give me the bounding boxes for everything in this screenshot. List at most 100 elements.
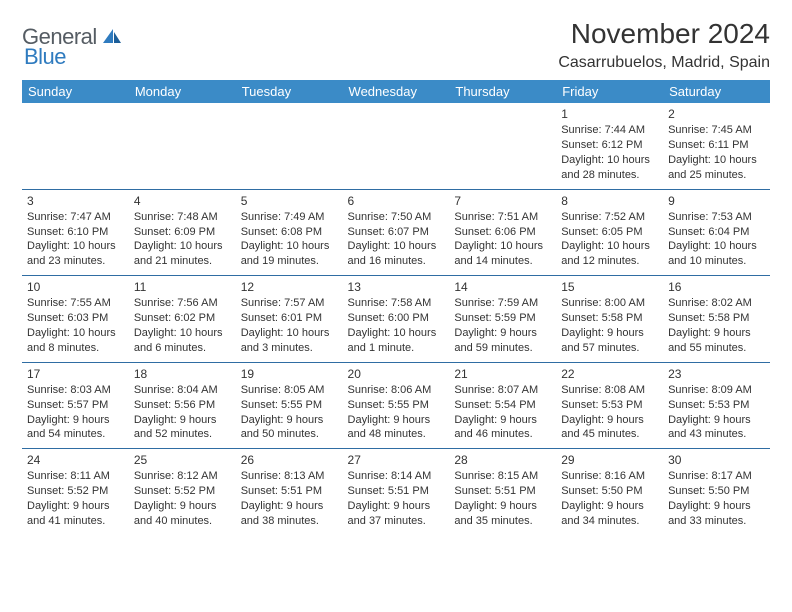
weekday-header: Monday xyxy=(129,80,236,103)
day-number: 21 xyxy=(454,366,551,382)
day-number: 19 xyxy=(241,366,338,382)
sunrise-line: Sunrise: 8:04 AM xyxy=(134,383,231,398)
calendar-empty-cell xyxy=(236,103,343,189)
sunset-line: Sunset: 5:51 PM xyxy=(454,484,551,499)
calendar-day-cell: 4Sunrise: 7:48 AMSunset: 6:09 PMDaylight… xyxy=(129,189,236,276)
day-number: 26 xyxy=(241,452,338,468)
sunset-line: Sunset: 5:51 PM xyxy=(241,484,338,499)
day-number: 1 xyxy=(561,106,658,122)
daylight-line: Daylight: 9 hours and 41 minutes. xyxy=(27,499,124,529)
sunrise-line: Sunrise: 8:11 AM xyxy=(27,469,124,484)
day-number: 12 xyxy=(241,279,338,295)
calendar-day-cell: 13Sunrise: 7:58 AMSunset: 6:00 PMDayligh… xyxy=(343,276,450,363)
calendar-day-cell: 28Sunrise: 8:15 AMSunset: 5:51 PMDayligh… xyxy=(449,449,556,535)
calendar-day-cell: 30Sunrise: 8:17 AMSunset: 5:50 PMDayligh… xyxy=(663,449,770,535)
day-number: 6 xyxy=(348,193,445,209)
calendar-day-cell: 17Sunrise: 8:03 AMSunset: 5:57 PMDayligh… xyxy=(22,362,129,449)
daylight-line: Daylight: 10 hours and 23 minutes. xyxy=(27,239,124,269)
weekday-header: Tuesday xyxy=(236,80,343,103)
calendar-day-cell: 19Sunrise: 8:05 AMSunset: 5:55 PMDayligh… xyxy=(236,362,343,449)
day-number: 24 xyxy=(27,452,124,468)
day-number: 9 xyxy=(668,193,765,209)
daylight-line: Daylight: 10 hours and 3 minutes. xyxy=(241,326,338,356)
day-number: 20 xyxy=(348,366,445,382)
daylight-line: Daylight: 10 hours and 21 minutes. xyxy=(134,239,231,269)
calendar-empty-cell xyxy=(449,103,556,189)
calendar-page: General November 2024 Casarrubuelos, Mad… xyxy=(0,0,792,549)
sunset-line: Sunset: 5:56 PM xyxy=(134,398,231,413)
calendar-day-cell: 1Sunrise: 7:44 AMSunset: 6:12 PMDaylight… xyxy=(556,103,663,189)
sunset-line: Sunset: 5:55 PM xyxy=(348,398,445,413)
sunrise-line: Sunrise: 8:12 AM xyxy=(134,469,231,484)
daylight-line: Daylight: 9 hours and 34 minutes. xyxy=(561,499,658,529)
calendar-day-cell: 7Sunrise: 7:51 AMSunset: 6:06 PMDaylight… xyxy=(449,189,556,276)
sunrise-line: Sunrise: 8:13 AM xyxy=(241,469,338,484)
sunrise-line: Sunrise: 8:06 AM xyxy=(348,383,445,398)
sunset-line: Sunset: 6:05 PM xyxy=(561,225,658,240)
sunset-line: Sunset: 5:53 PM xyxy=(668,398,765,413)
daylight-line: Daylight: 9 hours and 38 minutes. xyxy=(241,499,338,529)
calendar-day-cell: 27Sunrise: 8:14 AMSunset: 5:51 PMDayligh… xyxy=(343,449,450,535)
calendar-day-cell: 10Sunrise: 7:55 AMSunset: 6:03 PMDayligh… xyxy=(22,276,129,363)
day-number: 14 xyxy=(454,279,551,295)
calendar-empty-cell xyxy=(129,103,236,189)
sunset-line: Sunset: 6:04 PM xyxy=(668,225,765,240)
sunset-line: Sunset: 5:59 PM xyxy=(454,311,551,326)
calendar-day-cell: 2Sunrise: 7:45 AMSunset: 6:11 PMDaylight… xyxy=(663,103,770,189)
sunrise-line: Sunrise: 8:09 AM xyxy=(668,383,765,398)
calendar-day-cell: 20Sunrise: 8:06 AMSunset: 5:55 PMDayligh… xyxy=(343,362,450,449)
day-number: 7 xyxy=(454,193,551,209)
calendar-week-row: 17Sunrise: 8:03 AMSunset: 5:57 PMDayligh… xyxy=(22,362,770,449)
sunset-line: Sunset: 5:52 PM xyxy=(134,484,231,499)
calendar-day-cell: 3Sunrise: 7:47 AMSunset: 6:10 PMDaylight… xyxy=(22,189,129,276)
calendar-header-row: SundayMondayTuesdayWednesdayThursdayFrid… xyxy=(22,80,770,103)
daylight-line: Daylight: 10 hours and 25 minutes. xyxy=(668,153,765,183)
sunrise-line: Sunrise: 8:14 AM xyxy=(348,469,445,484)
sunrise-line: Sunrise: 8:15 AM xyxy=(454,469,551,484)
sunrise-line: Sunrise: 7:53 AM xyxy=(668,210,765,225)
sunset-line: Sunset: 6:10 PM xyxy=(27,225,124,240)
sunrise-line: Sunrise: 7:58 AM xyxy=(348,296,445,311)
sunset-line: Sunset: 6:12 PM xyxy=(561,138,658,153)
sunset-line: Sunset: 5:52 PM xyxy=(27,484,124,499)
sunrise-line: Sunrise: 8:02 AM xyxy=(668,296,765,311)
calendar-day-cell: 18Sunrise: 8:04 AMSunset: 5:56 PMDayligh… xyxy=(129,362,236,449)
sunrise-line: Sunrise: 7:51 AM xyxy=(454,210,551,225)
day-number: 10 xyxy=(27,279,124,295)
sunrise-line: Sunrise: 7:50 AM xyxy=(348,210,445,225)
calendar-day-cell: 24Sunrise: 8:11 AMSunset: 5:52 PMDayligh… xyxy=(22,449,129,535)
weekday-header: Thursday xyxy=(449,80,556,103)
daylight-line: Daylight: 10 hours and 1 minute. xyxy=(348,326,445,356)
sunrise-line: Sunrise: 7:48 AM xyxy=(134,210,231,225)
day-number: 5 xyxy=(241,193,338,209)
daylight-line: Daylight: 9 hours and 45 minutes. xyxy=(561,413,658,443)
sunrise-line: Sunrise: 7:47 AM xyxy=(27,210,124,225)
daylight-line: Daylight: 9 hours and 43 minutes. xyxy=(668,413,765,443)
daylight-line: Daylight: 9 hours and 33 minutes. xyxy=(668,499,765,529)
weekday-header: Friday xyxy=(556,80,663,103)
day-number: 18 xyxy=(134,366,231,382)
daylight-line: Daylight: 10 hours and 10 minutes. xyxy=(668,239,765,269)
sunrise-line: Sunrise: 7:55 AM xyxy=(27,296,124,311)
calendar-day-cell: 12Sunrise: 7:57 AMSunset: 6:01 PMDayligh… xyxy=(236,276,343,363)
calendar-day-cell: 8Sunrise: 7:52 AMSunset: 6:05 PMDaylight… xyxy=(556,189,663,276)
daylight-line: Daylight: 9 hours and 35 minutes. xyxy=(454,499,551,529)
day-number: 4 xyxy=(134,193,231,209)
sunset-line: Sunset: 6:03 PM xyxy=(27,311,124,326)
day-number: 16 xyxy=(668,279,765,295)
daylight-line: Daylight: 9 hours and 57 minutes. xyxy=(561,326,658,356)
sunrise-line: Sunrise: 8:07 AM xyxy=(454,383,551,398)
calendar-day-cell: 22Sunrise: 8:08 AMSunset: 5:53 PMDayligh… xyxy=(556,362,663,449)
day-number: 17 xyxy=(27,366,124,382)
day-number: 29 xyxy=(561,452,658,468)
sunset-line: Sunset: 5:54 PM xyxy=(454,398,551,413)
calendar-day-cell: 14Sunrise: 7:59 AMSunset: 5:59 PMDayligh… xyxy=(449,276,556,363)
sunset-line: Sunset: 5:50 PM xyxy=(668,484,765,499)
calendar-day-cell: 16Sunrise: 8:02 AMSunset: 5:58 PMDayligh… xyxy=(663,276,770,363)
day-number: 11 xyxy=(134,279,231,295)
sunrise-line: Sunrise: 8:05 AM xyxy=(241,383,338,398)
sunset-line: Sunset: 6:09 PM xyxy=(134,225,231,240)
weekday-header: Saturday xyxy=(663,80,770,103)
day-number: 13 xyxy=(348,279,445,295)
daylight-line: Daylight: 9 hours and 46 minutes. xyxy=(454,413,551,443)
